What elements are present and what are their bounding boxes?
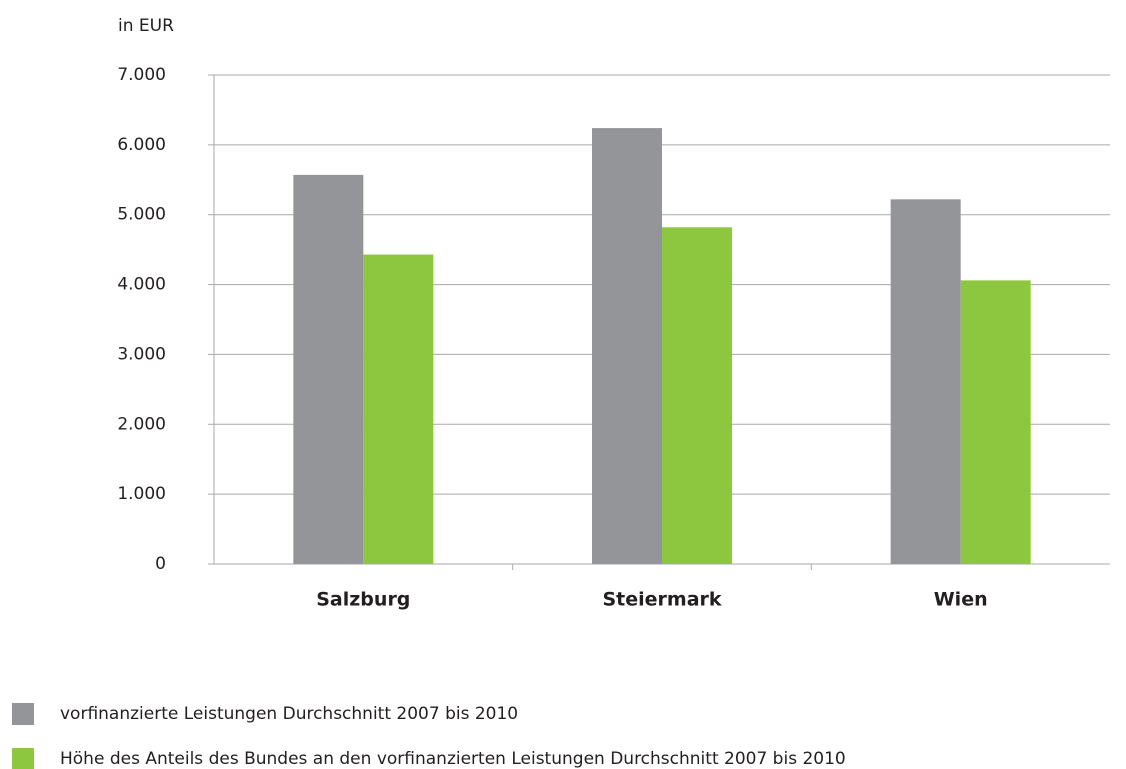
bar <box>293 174 364 564</box>
y-tick-label: 4.000 <box>117 275 166 295</box>
y-tick-label: 7.000 <box>117 65 166 85</box>
legend-swatch <box>12 748 34 769</box>
x-tick-label: Salzburg <box>316 589 410 611</box>
axis-label: in EUR <box>118 16 174 36</box>
legend-label: vorfinanzierte Leistungen Durchschnitt 2… <box>60 704 518 724</box>
y-tick-label: 2.000 <box>117 414 166 434</box>
y-tick-label: 6.000 <box>117 135 166 155</box>
x-tick-label: Steiermark <box>602 589 721 611</box>
bar <box>890 199 961 565</box>
legend-label: Höhe des Anteils des Bundes an den vorfi… <box>60 749 846 769</box>
bar <box>363 254 434 565</box>
y-tick-label: 1.000 <box>117 484 166 504</box>
bar <box>592 128 662 564</box>
y-tick-label: 5.000 <box>117 205 166 225</box>
bar <box>960 280 1031 564</box>
y-tick-label: 0 <box>155 554 166 574</box>
bar <box>662 227 732 564</box>
legend-swatch <box>12 703 34 725</box>
y-tick-label: 3.000 <box>117 344 166 364</box>
x-tick-label: Wien <box>934 589 988 611</box>
